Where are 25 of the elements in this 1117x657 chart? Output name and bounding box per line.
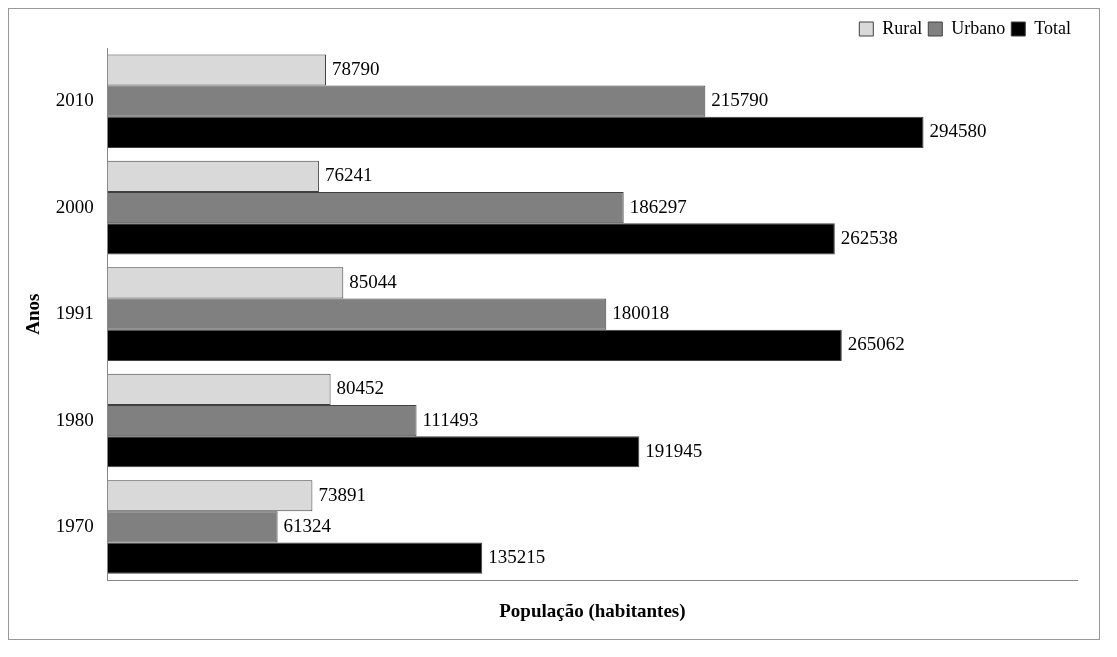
legend-label: Rural [882,17,923,38]
data-label: 80452 [336,377,385,399]
data-label: 180018 [612,302,670,324]
data-label: 215790 [711,89,769,111]
data-label: 85044 [349,270,398,292]
data-label: 191945 [645,439,703,461]
data-label: 262538 [840,226,898,248]
y-tick-label: 1970 [55,514,94,536]
data-label: 135215 [488,546,546,568]
legend-label: Urbano [951,17,1006,38]
y-tick-label: 1991 [55,302,94,324]
data-label: 186297 [629,195,687,217]
data-label: 265062 [847,333,905,355]
data-label: 78790 [331,57,380,79]
y-tick-label: 2010 [55,89,94,111]
legend-label: Total [1034,17,1071,38]
y-tick-label: 2000 [55,195,94,217]
data-label: 111493 [422,408,479,430]
data-label: 294580 [929,120,987,142]
x-axis-title: População (habitantes) [499,599,686,622]
data-label: 61324 [283,514,332,536]
y-tick-label: 1980 [55,408,94,430]
data-label: 73891 [318,483,366,505]
data-label: 76241 [324,164,373,186]
y-axis-title: Anos [22,293,44,335]
